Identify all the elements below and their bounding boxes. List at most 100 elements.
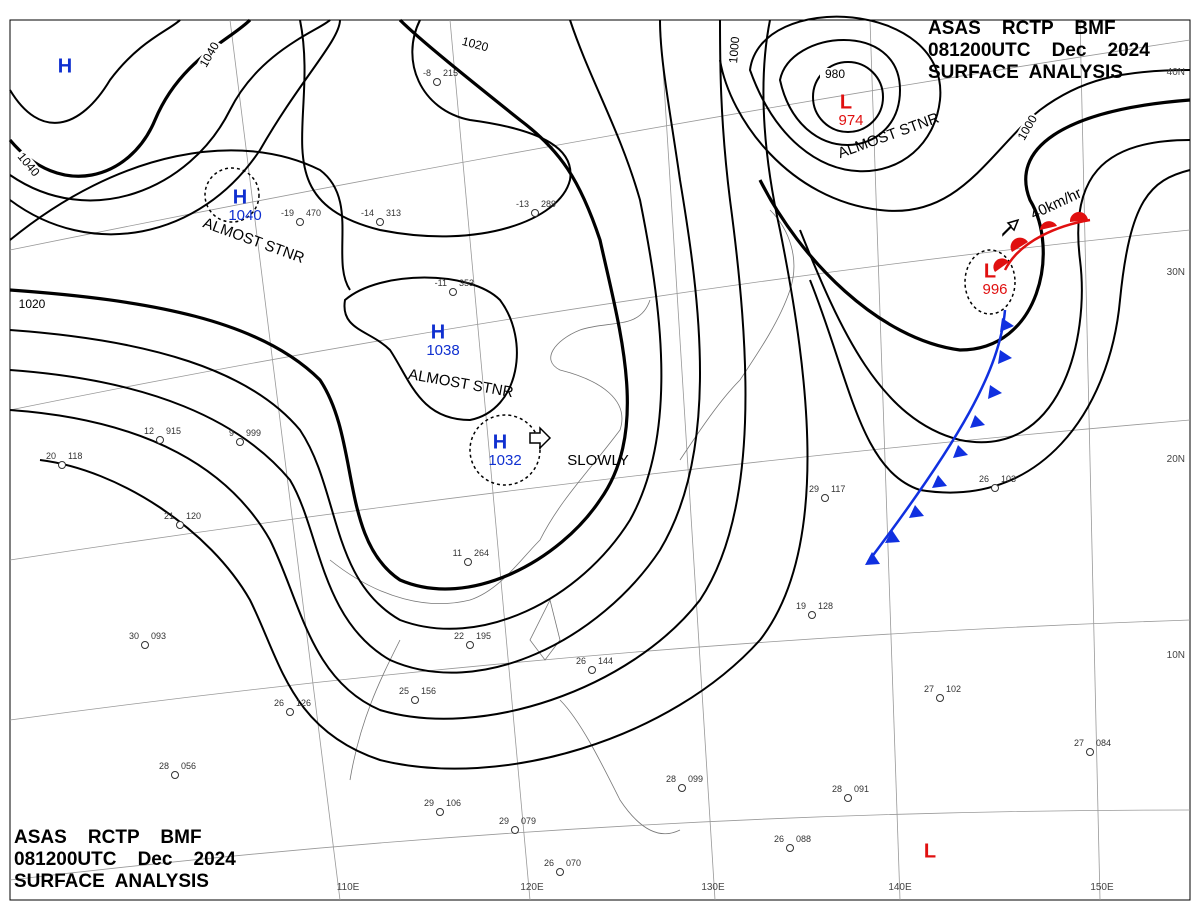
motion-arrow xyxy=(529,426,552,450)
label-bg xyxy=(726,34,744,66)
station xyxy=(433,78,441,86)
isobar-label: 1020 xyxy=(461,34,491,55)
station xyxy=(786,844,794,852)
station-pressure: 084 xyxy=(1096,738,1111,748)
station xyxy=(176,521,184,529)
station xyxy=(821,494,829,502)
center-pressure: 1032 xyxy=(488,452,521,469)
motion-arrow xyxy=(1002,218,1020,237)
station xyxy=(376,218,384,226)
station xyxy=(808,611,816,619)
station xyxy=(171,771,179,779)
station xyxy=(411,696,419,704)
station xyxy=(156,436,164,444)
station-temp: 29 xyxy=(499,816,509,826)
center-symbol: H xyxy=(493,431,507,453)
station xyxy=(296,218,304,226)
station xyxy=(236,438,244,446)
station-temp: 26 xyxy=(274,698,284,708)
station xyxy=(141,641,149,649)
station-pressure: 999 xyxy=(246,428,261,438)
station xyxy=(464,558,472,566)
station-temp: 29 xyxy=(424,798,434,808)
isobar-label: 980 xyxy=(825,67,845,81)
station-temp: 27 xyxy=(924,684,934,694)
station-pressure: 093 xyxy=(151,631,166,641)
station xyxy=(556,868,564,876)
station-pressure: 117 xyxy=(831,484,845,494)
station-temp: 19 xyxy=(796,601,806,611)
station-temp: 30 xyxy=(129,631,139,641)
latitude-label: 30N xyxy=(1167,267,1185,278)
latitude-label: 10N xyxy=(1167,650,1185,661)
label-bg xyxy=(1014,111,1042,145)
station-pressure: 070 xyxy=(566,858,581,868)
station xyxy=(936,694,944,702)
isobar-label: 1000 xyxy=(726,36,742,64)
station-pressure: 088 xyxy=(796,834,811,844)
station xyxy=(58,461,66,469)
station-pressure: 470 xyxy=(306,208,321,218)
station-pressure: 215 xyxy=(443,68,458,78)
station-temp: 26 xyxy=(774,834,784,844)
station-temp: 26 xyxy=(979,474,989,484)
center-pressure: 974 xyxy=(838,112,863,129)
station-pressure: 915 xyxy=(166,426,181,436)
station-temp: 12 xyxy=(144,426,154,436)
longitude-label: 110E xyxy=(337,882,360,893)
station-temp: 28 xyxy=(666,774,676,784)
station-temp: -8 xyxy=(423,68,431,78)
frame xyxy=(9,19,1191,901)
station xyxy=(436,808,444,816)
station-pressure: 144 xyxy=(598,656,613,666)
station-pressure: 120 xyxy=(186,511,201,521)
station-pressure: 103 xyxy=(1001,474,1016,484)
station-pressure: 118 xyxy=(68,451,82,461)
center-symbol: L xyxy=(924,840,936,862)
footer-line: SURFACE ANALYSIS xyxy=(14,871,209,892)
station xyxy=(531,209,539,217)
longitude-label: 120E xyxy=(520,882,544,893)
station-temp: -13 xyxy=(516,199,529,209)
station-pressure: 091 xyxy=(854,784,869,794)
label-bg xyxy=(12,149,44,181)
station xyxy=(1086,748,1094,756)
station-pressure: 106 xyxy=(446,798,461,808)
station xyxy=(511,826,519,834)
station-pressure: 313 xyxy=(386,208,401,218)
longitude-label: 140E xyxy=(888,882,912,893)
footer-line: 081200UTC Dec 2024 xyxy=(14,849,236,870)
graticule xyxy=(9,19,1191,901)
station-pressure: 264 xyxy=(474,548,489,558)
station-temp: 9 xyxy=(229,428,234,438)
station-temp: 11 xyxy=(453,548,462,558)
label-bg xyxy=(17,298,47,312)
center-symbol: L xyxy=(840,91,852,113)
station-pressure: 156 xyxy=(421,686,436,696)
station-temp: -11 xyxy=(435,278,447,288)
station xyxy=(678,784,686,792)
isobar-label: 1020 xyxy=(19,297,46,311)
station-temp: 22 xyxy=(454,631,464,641)
label-bg xyxy=(196,38,224,72)
station-temp: 25 xyxy=(399,686,409,696)
station-pressure: 195 xyxy=(476,631,491,641)
station-pressure: 126 xyxy=(296,698,311,708)
center-symbol: H xyxy=(233,186,247,208)
header-line: ASAS RCTP BMF xyxy=(928,18,1116,39)
cold-front xyxy=(865,309,1014,565)
warm-front xyxy=(993,211,1091,272)
station-temp: 29 xyxy=(809,484,819,494)
center-pressure: 1040 xyxy=(228,207,261,224)
center-pressure: 996 xyxy=(982,281,1007,298)
center-symbol: L xyxy=(984,260,996,282)
longitude-label: 130E xyxy=(701,882,725,893)
dashed-centers xyxy=(204,167,1016,486)
center-symbol: H xyxy=(431,321,445,343)
station xyxy=(991,484,999,492)
footer-line: ASAS RCTP BMF xyxy=(14,827,202,848)
latitude-label: 40N xyxy=(1167,67,1185,78)
station xyxy=(286,708,294,716)
latitude-label: 20N xyxy=(1167,454,1185,465)
station-pressure: 353 xyxy=(459,278,474,288)
